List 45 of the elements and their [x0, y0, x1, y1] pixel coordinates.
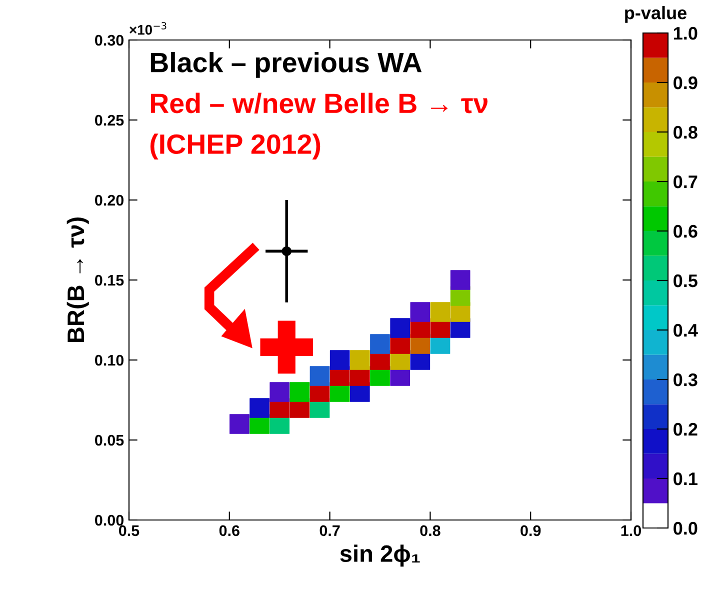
annotation: Red – w/new Belle B → τν [150, 92, 488, 114]
annotation: Black – previous WA [150, 52, 422, 78]
color-bar-label: 1.0 [674, 26, 698, 40]
point [350, 350, 370, 370]
x-tick-label: 0.6 [219, 525, 240, 536]
color-bar-title: p-value [625, 6, 686, 23]
point [260, 320, 314, 374]
y-axis-title: BR(B → τν) [66, 218, 89, 342]
point [270, 382, 290, 402]
x-axis-title: sin 2ϕ₁ [340, 544, 420, 567]
x-tick-label: 0.7 [320, 525, 340, 536]
point [450, 270, 470, 290]
color-bar-label: 0.5 [674, 274, 698, 288]
color-bar-label: 0.7 [674, 175, 698, 188]
point [230, 414, 250, 434]
x-tick-label: 0.8 [420, 525, 440, 536]
color-bar-label: 0.3 [674, 373, 698, 386]
y-tick-label: 0.30 [95, 34, 124, 46]
x-tick-label: 0.5 [118, 525, 140, 536]
point [430, 302, 450, 322]
point [290, 382, 310, 402]
color-bar-label: 0.8 [674, 126, 698, 139]
color-bar-label: 0.2 [674, 422, 698, 436]
text: ×10$^{−3}$ [130, 22, 166, 35]
point [310, 366, 330, 386]
point [370, 334, 390, 354]
color-bar-label: 0.1 [674, 472, 698, 486]
y-tick-label: 0.20 [95, 194, 124, 206]
x-tick-label: 1.0 [621, 525, 641, 536]
x-tick-label: 0.9 [520, 525, 541, 536]
y-tick-label: 0.25 [95, 114, 124, 126]
point [282, 246, 292, 256]
point [390, 318, 410, 338]
y-tick-label: 0.10 [95, 354, 124, 366]
point [330, 350, 350, 370]
point [250, 398, 270, 418]
point [410, 302, 430, 322]
y-tick-label: 0.05 [95, 434, 124, 446]
color-bar-label: 0.9 [674, 76, 698, 90]
y-tick-label: 0.00 [95, 514, 124, 526]
annotation: (ICHEP 2012) [150, 134, 320, 160]
color-bar-label: 0.0 [674, 522, 698, 535]
color-bar-label: 0.4 [674, 324, 698, 337]
color-bar-label: 0.6 [674, 224, 698, 238]
y-tick-label: 0.15 [95, 274, 124, 286]
